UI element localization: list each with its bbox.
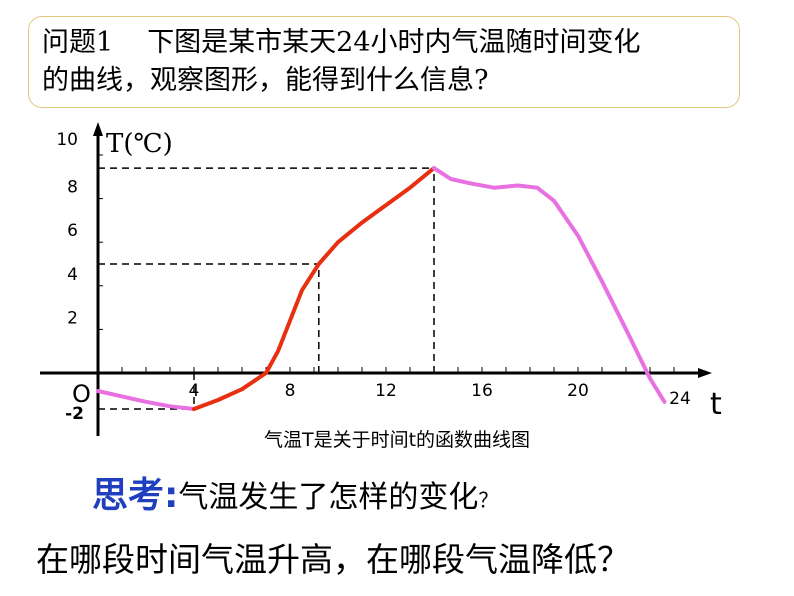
y-tick-label: 6 xyxy=(67,221,78,241)
temperature-curve-segment-2 xyxy=(192,166,436,411)
y-tick-label: 10 xyxy=(56,130,78,150)
x-tick-label: 4 xyxy=(189,381,200,401)
y-axis-label: T(℃) xyxy=(106,129,173,159)
y-tick-label: 2 xyxy=(67,308,78,328)
question-label: 问题1 xyxy=(42,27,114,58)
x-tick-label: 16 xyxy=(471,381,493,401)
question-line2: 的曲线，观察图形，能得到什么信息? xyxy=(42,65,489,96)
think-prompt: 思考:气温发生了怎样的变化？ xyxy=(92,466,498,518)
think-text: 气温发生了怎样的变化 xyxy=(178,480,479,515)
question-line1: 下图是某市某天24小时内气温随时间变化 xyxy=(147,27,641,58)
x-axis-label: t xyxy=(710,387,722,422)
temperature-curve-segment-1 xyxy=(96,389,196,411)
y-tick-label: 4 xyxy=(67,265,78,285)
y-tick-label: 8 xyxy=(67,178,78,198)
question-box xyxy=(28,16,740,108)
x-axis-arrow xyxy=(698,368,712,378)
origin-label: O xyxy=(72,380,91,408)
y-tick-label: -2 xyxy=(65,404,84,424)
ask-question: 在哪段时间气温升高，在哪段气温降低？ xyxy=(36,540,630,579)
question-text: 问题1 下图是某市某天24小时内气温随时间变化 的曲线，观察图形，能得到什么信息? xyxy=(42,24,732,100)
x-tick-label: 20 xyxy=(567,381,589,401)
x-tick-label: 8 xyxy=(285,381,296,401)
temperature-chart: 4 8 12 16 20 24 10 8 6 4 2 -2O t T(℃) 气温T是关于时间t的函数曲线图 xyxy=(40,122,722,451)
y-axis-arrow xyxy=(93,122,103,136)
x-tick-label: 12 xyxy=(375,381,397,401)
think-keyword: 思考: xyxy=(92,475,179,516)
x-tick-label: 24 xyxy=(669,389,691,409)
chart-caption: 气温T是关于时间t的函数曲线图 xyxy=(264,429,530,451)
temperature-curve-segment-3 xyxy=(432,166,667,404)
think-mark: ？ xyxy=(478,488,499,512)
